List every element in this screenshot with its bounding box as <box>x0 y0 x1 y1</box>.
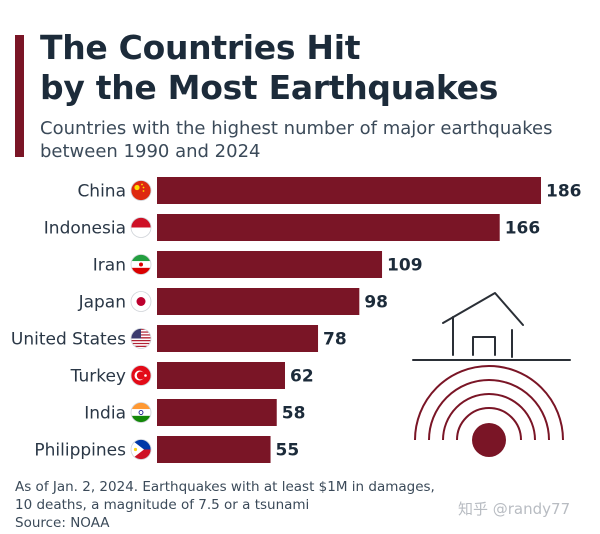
value-label: 98 <box>364 293 388 313</box>
philippines-flag-icon <box>130 439 152 460</box>
value-label: 166 <box>505 219 541 239</box>
bar-chart: China 186 Indonesia 166 Iran 109 Japan 98 United… <box>11 177 582 463</box>
category-label: United States <box>11 330 126 350</box>
value-label: 55 <box>276 441 300 461</box>
footnote-line-2: 10 deaths, a magnitude of 7.5 or a tsuna… <box>15 497 310 513</box>
category-label: Philippines <box>34 441 126 461</box>
india-flag-icon <box>130 402 152 423</box>
category-label: India <box>84 404 126 424</box>
indonesia-flag-icon <box>130 217 152 238</box>
chart-subtitle: Countries with the highest number of maj… <box>40 117 590 163</box>
footnote-line-1: As of Jan. 2, 2024. Earthquakes with at … <box>15 479 435 495</box>
bar-india <box>157 399 277 426</box>
category-label: China <box>77 182 126 202</box>
bar-turkey <box>157 362 285 389</box>
value-label: 78 <box>323 330 347 350</box>
title-line-1: The Countries Hit <box>40 28 361 67</box>
bar-japan <box>157 288 360 315</box>
subtitle-line-2: between 1990 and 2024 <box>40 141 261 162</box>
category-label: Iran <box>93 256 126 276</box>
watermark: 知乎 @randy77 <box>458 500 571 518</box>
china-flag-icon <box>130 180 152 201</box>
turkey-flag-icon <box>130 365 152 386</box>
bar-iran <box>157 251 383 278</box>
bar-philippines <box>157 436 271 463</box>
footnote: As of Jan. 2, 2024. Earthquakes with at … <box>15 478 465 514</box>
bar-china <box>157 177 541 204</box>
iran-flag-icon <box>130 254 152 275</box>
value-label: 186 <box>546 182 582 202</box>
title-accent-bar <box>15 35 24 157</box>
chart-title: The Countries Hit by the Most Earthquake… <box>40 28 580 108</box>
value-label: 109 <box>387 256 423 276</box>
category-label: Turkey <box>70 367 126 387</box>
subtitle-line-1: Countries with the highest number of maj… <box>40 118 553 139</box>
bar-indonesia <box>157 214 500 241</box>
source-note: Source: NOAA <box>15 515 110 531</box>
category-label: Japan <box>78 293 126 313</box>
title-line-2: by the Most Earthquakes <box>40 68 499 107</box>
bar-united-states <box>157 325 319 352</box>
category-label: Indonesia <box>44 219 126 239</box>
earthquake-house-icon <box>412 292 571 457</box>
value-label: 58 <box>282 404 306 424</box>
value-label: 62 <box>290 367 314 387</box>
us-flag-icon <box>130 328 152 349</box>
japan-flag-icon <box>130 291 152 312</box>
